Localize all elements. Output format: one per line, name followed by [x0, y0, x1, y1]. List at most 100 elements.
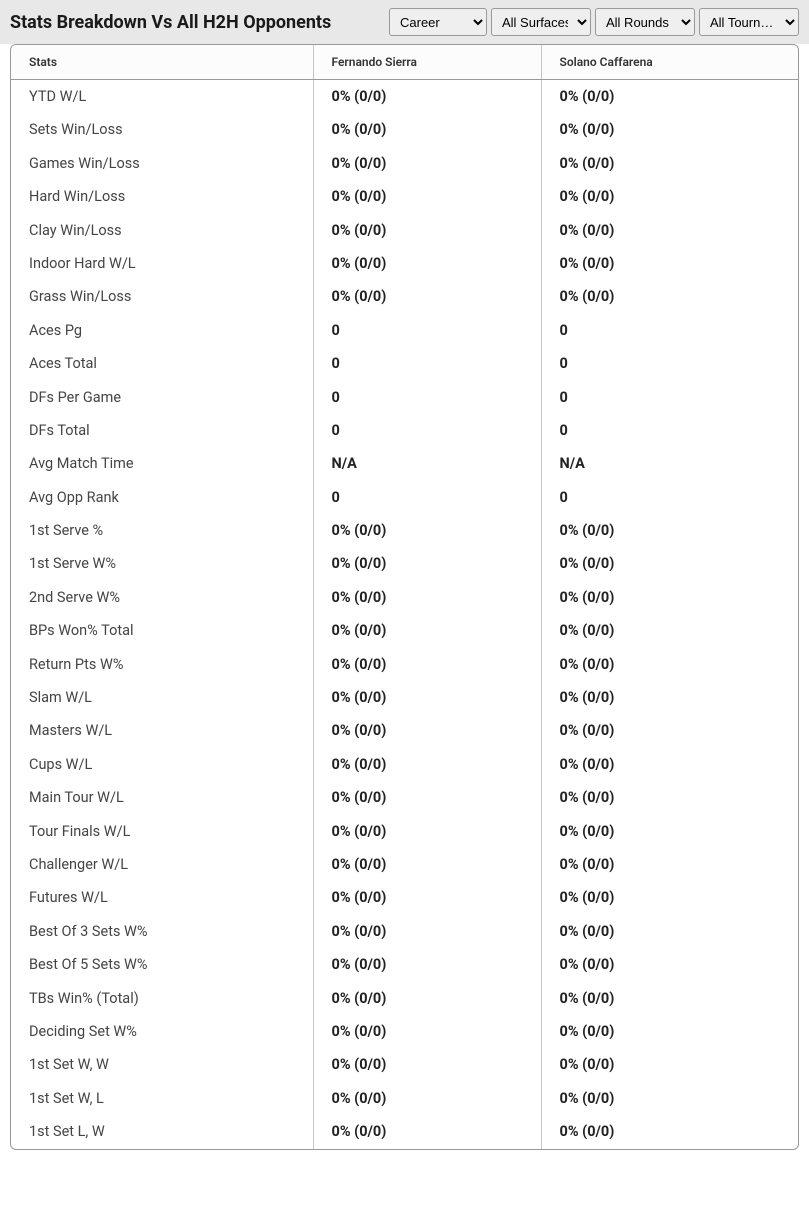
stat-label: Challenger W/L	[11, 848, 313, 881]
stat-label: Deciding Set W%	[11, 1015, 313, 1048]
stat-label: TBs Win% (Total)	[11, 982, 313, 1015]
stat-value-player2: 0% (0/0)	[541, 113, 798, 146]
stats-table-wrapper: Stats Fernando Sierra Solano Caffarena Y…	[10, 44, 799, 1150]
table-row: Avg Match TimeN/AN/A	[11, 447, 798, 480]
stat-value-player2: 0% (0/0)	[541, 948, 798, 981]
stat-value-player1: 0	[313, 481, 541, 514]
table-row: Hard Win/Loss0% (0/0)0% (0/0)	[11, 180, 798, 213]
stat-value-player2: 0% (0/0)	[541, 1015, 798, 1048]
col-header-player1: Fernando Sierra	[313, 45, 541, 80]
table-header-row: Stats Fernando Sierra Solano Caffarena	[11, 45, 798, 80]
stat-value-player1: 0% (0/0)	[313, 547, 541, 580]
table-row: Slam W/L0% (0/0)0% (0/0)	[11, 681, 798, 714]
stat-value-player1: 0% (0/0)	[313, 214, 541, 247]
stat-value-player1: 0% (0/0)	[313, 113, 541, 146]
stat-value-player2: 0	[541, 381, 798, 414]
stat-label: Hard Win/Loss	[11, 180, 313, 213]
stat-value-player1: 0	[313, 381, 541, 414]
stat-value-player1: 0% (0/0)	[313, 714, 541, 747]
stat-value-player2: 0% (0/0)	[541, 1115, 798, 1148]
stat-value-player2: 0% (0/0)	[541, 681, 798, 714]
stat-value-player1: 0% (0/0)	[313, 80, 541, 114]
col-header-stats: Stats	[11, 45, 313, 80]
stat-value-player1: 0	[313, 314, 541, 347]
stat-value-player2: 0% (0/0)	[541, 915, 798, 948]
stat-value-player1: 0% (0/0)	[313, 748, 541, 781]
stat-value-player1: 0% (0/0)	[313, 247, 541, 280]
stat-value-player1: 0% (0/0)	[313, 514, 541, 547]
table-row: 1st Set W, L0% (0/0)0% (0/0)	[11, 1082, 798, 1115]
stat-value-player1: 0% (0/0)	[313, 781, 541, 814]
table-row: Grass Win/Loss0% (0/0)0% (0/0)	[11, 280, 798, 313]
stat-value-player2: 0% (0/0)	[541, 848, 798, 881]
stat-label: Masters W/L	[11, 714, 313, 747]
stat-value-player1: 0	[313, 347, 541, 380]
table-row: Clay Win/Loss0% (0/0)0% (0/0)	[11, 214, 798, 247]
stat-label: Aces Total	[11, 347, 313, 380]
stat-value-player1: 0% (0/0)	[313, 648, 541, 681]
stat-value-player2: 0% (0/0)	[541, 614, 798, 647]
table-row: Sets Win/Loss0% (0/0)0% (0/0)	[11, 113, 798, 146]
stat-label: Best Of 3 Sets W%	[11, 915, 313, 948]
table-row: 2nd Serve W%0% (0/0)0% (0/0)	[11, 581, 798, 614]
table-row: DFs Total00	[11, 414, 798, 447]
stat-value-player2: 0% (0/0)	[541, 581, 798, 614]
surfaces-select[interactable]: All Surfaces	[491, 8, 591, 36]
stat-label: Games Win/Loss	[11, 147, 313, 180]
stat-label: Aces Pg	[11, 314, 313, 347]
stat-label: Cups W/L	[11, 748, 313, 781]
stat-value-player2: 0% (0/0)	[541, 180, 798, 213]
stats-table: Stats Fernando Sierra Solano Caffarena Y…	[11, 45, 798, 1149]
stat-value-player1: 0% (0/0)	[313, 1115, 541, 1148]
stat-value-player1: 0% (0/0)	[313, 982, 541, 1015]
stat-value-player1: 0% (0/0)	[313, 147, 541, 180]
filter-bar: Stats Breakdown Vs All H2H Opponents Car…	[0, 0, 809, 44]
table-row: YTD W/L0% (0/0)0% (0/0)	[11, 80, 798, 114]
stat-label: Avg Match Time	[11, 447, 313, 480]
stat-value-player2: 0% (0/0)	[541, 1048, 798, 1081]
stat-label: BPs Won% Total	[11, 614, 313, 647]
stat-label: Return Pts W%	[11, 648, 313, 681]
table-row: 1st Set L, W0% (0/0)0% (0/0)	[11, 1115, 798, 1148]
table-row: Cups W/L0% (0/0)0% (0/0)	[11, 748, 798, 781]
stat-label: Clay Win/Loss	[11, 214, 313, 247]
stat-value-player2: 0% (0/0)	[541, 80, 798, 114]
table-row: Aces Total00	[11, 347, 798, 380]
stat-value-player1: 0% (0/0)	[313, 948, 541, 981]
stat-value-player2: 0% (0/0)	[541, 547, 798, 580]
filter-group: Career All Surfaces All Rounds All Tourn…	[389, 8, 799, 36]
stat-value-player1: 0% (0/0)	[313, 180, 541, 213]
stat-value-player2: 0% (0/0)	[541, 247, 798, 280]
table-row: Tour Finals W/L0% (0/0)0% (0/0)	[11, 815, 798, 848]
stat-label: Sets Win/Loss	[11, 113, 313, 146]
career-select[interactable]: Career	[389, 8, 487, 36]
stat-value-player1: 0% (0/0)	[313, 1082, 541, 1115]
stat-value-player2: 0% (0/0)	[541, 748, 798, 781]
stat-label: YTD W/L	[11, 80, 313, 114]
stat-value-player2: 0% (0/0)	[541, 147, 798, 180]
stat-label: 1st Set W, W	[11, 1048, 313, 1081]
tournaments-select[interactable]: All Tourn…	[699, 8, 799, 36]
table-row: TBs Win% (Total)0% (0/0)0% (0/0)	[11, 982, 798, 1015]
stat-value-player2: N/A	[541, 447, 798, 480]
table-row: Challenger W/L0% (0/0)0% (0/0)	[11, 848, 798, 881]
stat-value-player2: 0	[541, 481, 798, 514]
stat-value-player2: 0% (0/0)	[541, 1082, 798, 1115]
stat-value-player2: 0% (0/0)	[541, 214, 798, 247]
stat-value-player1: 0% (0/0)	[313, 915, 541, 948]
table-row: Return Pts W%0% (0/0)0% (0/0)	[11, 648, 798, 681]
stat-label: 1st Serve %	[11, 514, 313, 547]
stat-value-player1: N/A	[313, 447, 541, 480]
stat-label: 1st Set W, L	[11, 1082, 313, 1115]
stat-value-player2: 0% (0/0)	[541, 815, 798, 848]
stat-value-player1: 0% (0/0)	[313, 1048, 541, 1081]
stat-value-player1: 0% (0/0)	[313, 614, 541, 647]
rounds-select[interactable]: All Rounds	[595, 8, 695, 36]
col-header-player2: Solano Caffarena	[541, 45, 798, 80]
table-row: Aces Pg00	[11, 314, 798, 347]
stat-label: Indoor Hard W/L	[11, 247, 313, 280]
stat-value-player1: 0% (0/0)	[313, 581, 541, 614]
stat-label: DFs Total	[11, 414, 313, 447]
stat-label: Best Of 5 Sets W%	[11, 948, 313, 981]
stat-label: Grass Win/Loss	[11, 280, 313, 313]
